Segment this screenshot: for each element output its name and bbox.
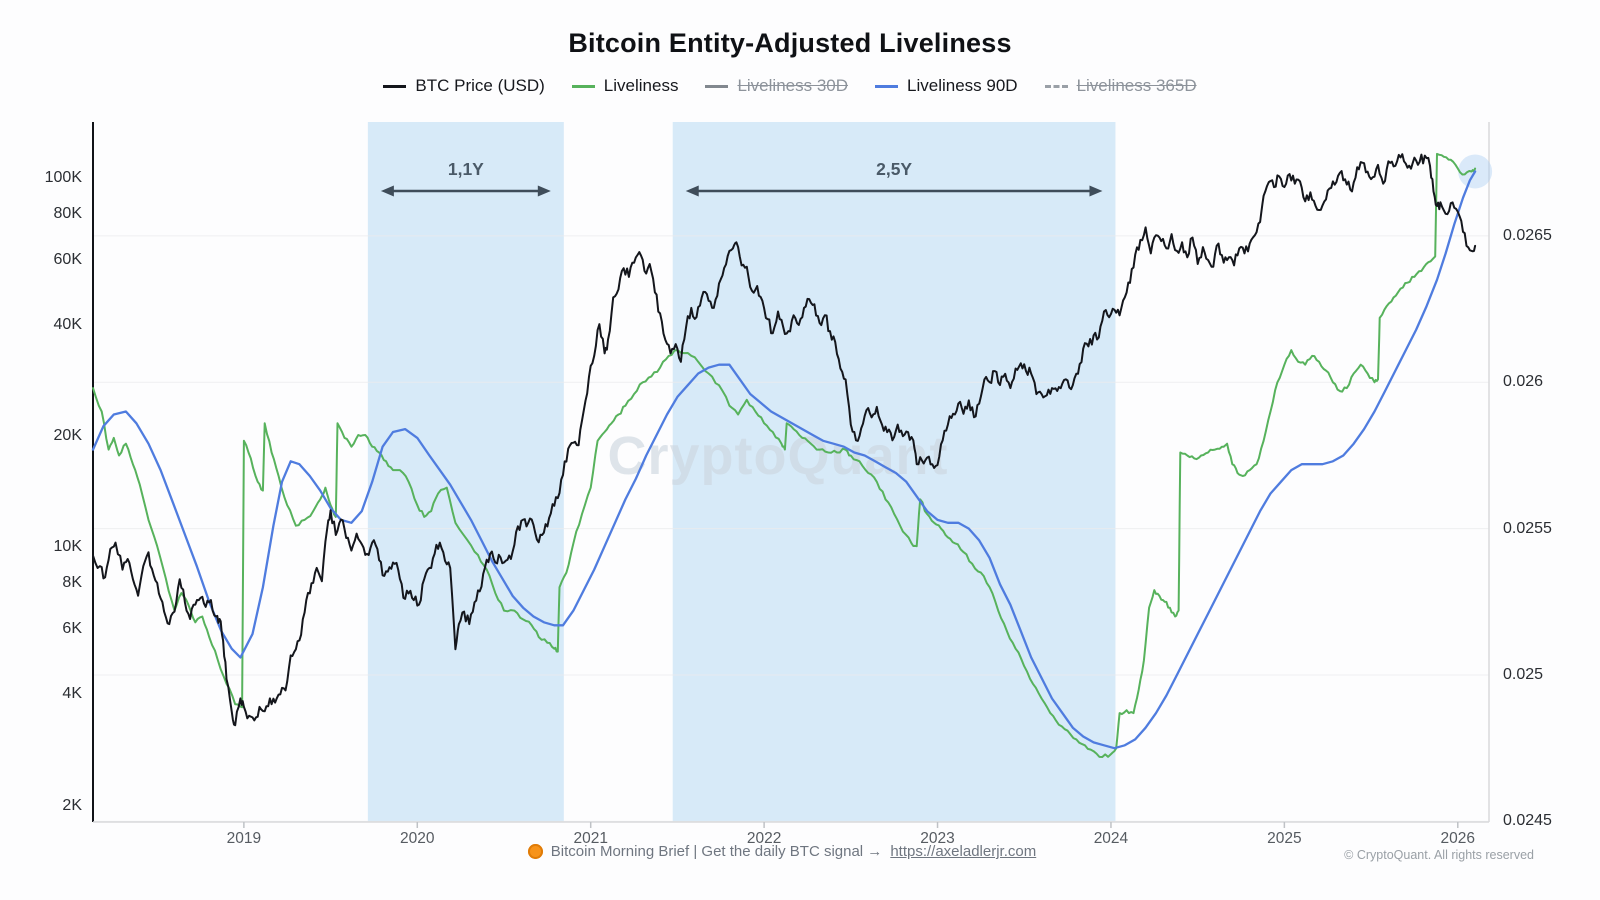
legend-item-liveliness[interactable]: Liveliness	[571, 76, 679, 96]
legend-item-liveliness-30d[interactable]: Liveliness 30D	[705, 76, 848, 96]
left-axis-tick-label: 20K	[53, 427, 82, 445]
right-axis-tick-label: 0.026	[1503, 373, 1544, 391]
footer-text: Bitcoin Morning Brief | Get the daily BT…	[550, 843, 883, 860]
left-axis-tick-label: 40K	[53, 316, 82, 333]
arrow-right-head-icon	[1089, 185, 1103, 197]
left-axis-tick-label: 8K	[62, 574, 82, 592]
arrow-right-head-icon	[537, 185, 551, 197]
line-swatch-icon	[571, 84, 595, 88]
line-swatch-icon	[875, 84, 899, 88]
arrow-left-head-icon	[685, 185, 699, 197]
legend-item-label: Liveliness	[603, 76, 679, 95]
legend-item-liveliness-365d[interactable]: Liveliness 365D	[1044, 76, 1197, 96]
footer-link[interactable]: https://axeladlerjr.com	[890, 843, 1037, 860]
left-axis-tick-label: 80K	[53, 204, 82, 222]
left-axis-tick-label: 60K	[53, 250, 82, 268]
region-duration-label: 2,5Y	[876, 159, 912, 179]
left-axis-tick-label: 100K	[44, 169, 82, 187]
x-axis-year-label: 2026	[1440, 830, 1476, 847]
right-axis-tick-label: 0.0245	[1503, 812, 1552, 830]
left-axis-tick-label: 6K	[62, 620, 82, 638]
legend-item-label: Liveliness 90D	[907, 76, 1018, 95]
legend-item-label: Liveliness 365D	[1076, 76, 1197, 95]
right-axis-tick-label: 0.025	[1503, 666, 1544, 684]
footer-banner: Bitcoin Morning Brief | Get the daily BT…	[0, 843, 1564, 860]
page-title: Bitcoin Entity-Adjusted Liveliness	[568, 28, 1012, 58]
x-axis-year-label: 2025	[1267, 830, 1302, 847]
line-swatch-icon	[1044, 84, 1068, 88]
x-axis-year-label: 2021	[573, 830, 608, 847]
highlight-region-1	[367, 122, 564, 822]
legend-item-label: BTC Price (USD)	[415, 76, 545, 95]
legend: BTC Price (USD) Liveliness Liveliness 30…	[0, 76, 1580, 96]
x-axis-year-label: 2022	[746, 830, 782, 847]
series-line-btc-price-usd-	[92, 153, 1477, 727]
legend-item-liveliness-90d[interactable]: Liveliness 90D	[875, 76, 1018, 96]
x-axis-year-label: 2020	[400, 830, 435, 847]
region-duration-label: 1,1Y	[448, 159, 484, 179]
x-axis-year-label: 2019	[226, 830, 262, 847]
left-axis-tick-label: 2K	[62, 796, 82, 814]
left-axis-tick-label: 4K	[62, 685, 82, 703]
line-swatch-icon	[383, 84, 407, 88]
series-line-liveliness	[92, 152, 1477, 758]
copyright-notice: © CryptoQuant. All rights reserved	[1344, 848, 1534, 862]
cryptoquant-watermark: CryptoQuant	[608, 426, 949, 486]
right-axis-tick-label: 0.0265	[1503, 226, 1552, 244]
legend-item-btc-price[interactable]: BTC Price (USD)	[383, 76, 545, 96]
line-swatch-icon	[705, 84, 729, 88]
orange-circle-icon	[527, 844, 543, 859]
x-axis-year-label: 2024	[1093, 830, 1129, 847]
x-axis-year-label: 2023	[920, 830, 955, 847]
left-axis-tick-label: 10K	[53, 538, 82, 556]
right-axis-tick-label: 0.0255	[1503, 519, 1552, 537]
series-line-liveliness-90d	[91, 170, 1477, 750]
arrow-left-head-icon	[380, 185, 394, 197]
legend-item-label: Liveliness 30D	[737, 76, 849, 95]
